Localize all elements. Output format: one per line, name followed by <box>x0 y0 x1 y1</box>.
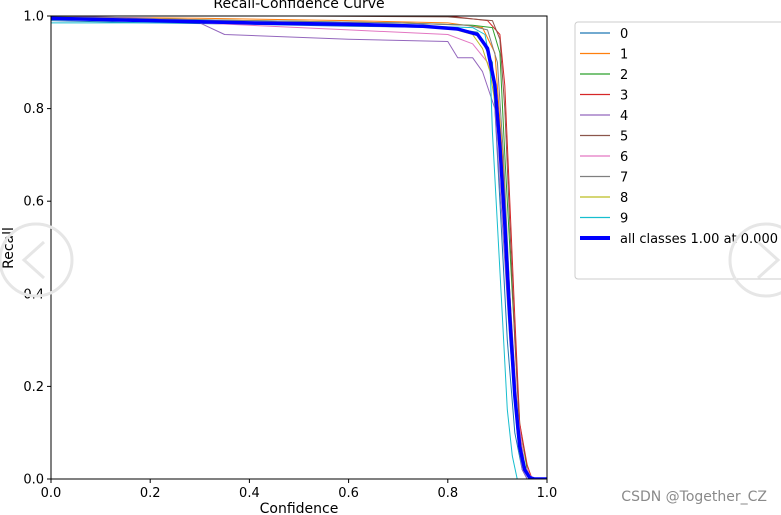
x-axis-label: Confidence <box>260 501 339 515</box>
legend-label: 3 <box>620 89 628 104</box>
series-line-5 <box>51 16 531 479</box>
series-line-2 <box>51 16 533 479</box>
legend-label: 9 <box>620 212 628 227</box>
y-tick-label: 1.0 <box>23 10 44 25</box>
y-tick-label: 0.8 <box>23 102 44 117</box>
series-line-10 <box>51 16 547 479</box>
x-tick-label: 0.2 <box>140 486 161 501</box>
x-tick-label: 0.8 <box>437 486 458 501</box>
y-tick-label: 0.6 <box>23 195 44 210</box>
x-tick-label: 0.4 <box>239 486 260 501</box>
y-axis-label: Recall <box>1 227 17 269</box>
series-line-6 <box>51 17 533 479</box>
legend-label: 1 <box>620 48 628 63</box>
y-tick-label: 0.2 <box>23 380 44 395</box>
legend-label: 7 <box>620 171 628 186</box>
legend-label: 5 <box>620 130 628 145</box>
series-line-7 <box>51 16 531 479</box>
legend-label: 8 <box>620 191 628 206</box>
legend-box <box>574 21 781 280</box>
next-arrow-icon[interactable] <box>724 218 781 302</box>
legend-label: 4 <box>620 109 628 124</box>
x-tick-label: 1.0 <box>537 486 558 501</box>
legend-label: 0 <box>620 27 628 42</box>
series-line-0 <box>51 20 528 479</box>
series-line-4 <box>51 16 528 479</box>
y-tick-label: 0.0 <box>23 473 44 488</box>
series-line-9 <box>51 22 518 479</box>
legend-label: 6 <box>620 150 628 165</box>
x-tick-label: 0.0 <box>41 486 62 501</box>
curves-group <box>51 16 547 479</box>
chart-title: Recall-Confidence Curve <box>213 0 384 12</box>
watermark: CSDN @Together_CZ <box>621 489 767 505</box>
series-line-8 <box>51 16 531 479</box>
series-line-1 <box>51 16 533 479</box>
x-tick-label: 0.6 <box>338 486 359 501</box>
legend-label: 2 <box>620 68 628 83</box>
series-line-3 <box>51 16 533 479</box>
plot-frame <box>50 15 548 480</box>
x-axis-ticks: 0.0 0.2 0.4 0.6 0.8 1.0 <box>41 479 558 501</box>
previous-arrow-icon[interactable] <box>0 218 78 302</box>
